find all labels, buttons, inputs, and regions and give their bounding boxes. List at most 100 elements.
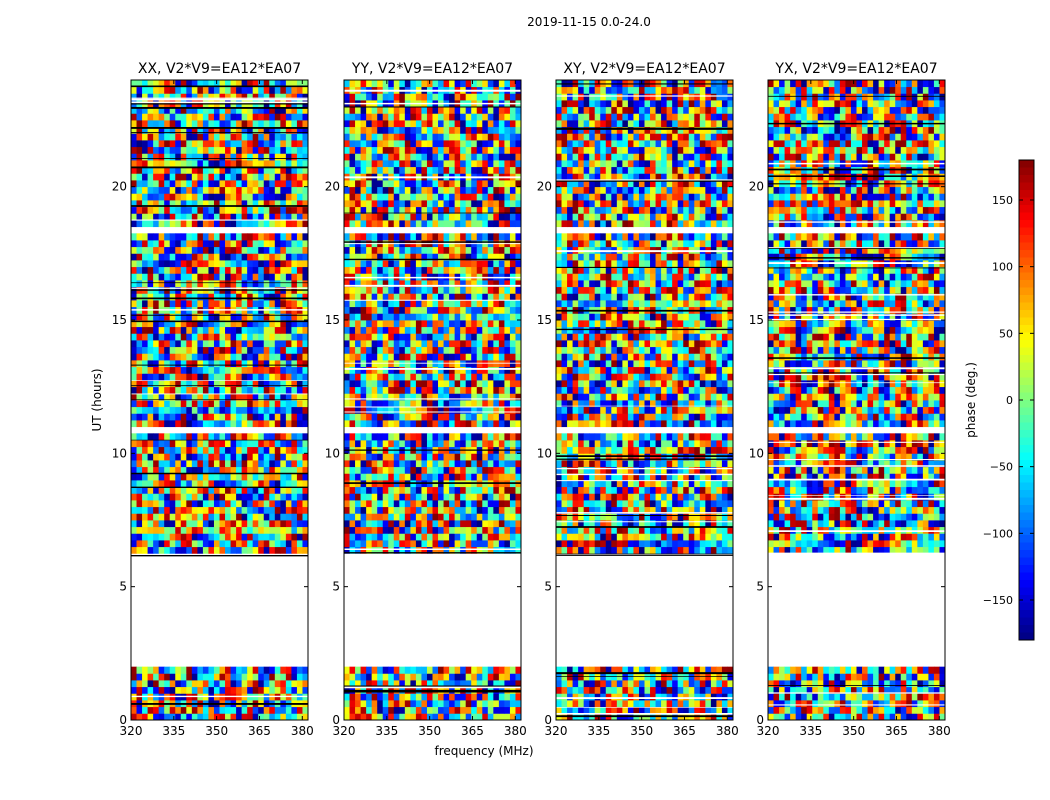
heatmap-cell — [230, 173, 237, 181]
heatmap-cell — [285, 166, 292, 174]
heatmap-cell — [213, 406, 220, 414]
heatmap-cell — [360, 300, 367, 308]
heatmap-cell — [421, 460, 428, 468]
heatmap-cell — [432, 526, 439, 534]
heatmap-cell — [399, 286, 406, 294]
heatmap-cell — [498, 540, 505, 548]
heatmap-cell — [382, 306, 389, 314]
heatmap-cell — [366, 453, 373, 461]
heatmap-cell — [296, 520, 303, 528]
heatmap-cell — [191, 340, 198, 348]
heatmap-cell — [291, 493, 298, 501]
heatmap-cell — [241, 346, 248, 354]
heatmap-cell — [164, 526, 171, 534]
heatmap-cell — [498, 673, 505, 681]
heatmap-cell — [349, 386, 356, 394]
heatmap-cell — [393, 166, 400, 174]
heatmap-cell — [487, 420, 494, 428]
heatmap-cell — [471, 200, 478, 208]
heatmap-cell — [366, 186, 373, 194]
heatmap-cell — [377, 326, 384, 334]
heatmap-cell — [263, 146, 270, 154]
heatmap-cell — [432, 500, 439, 508]
heatmap-cell — [349, 406, 356, 414]
heatmap-cell — [158, 680, 165, 688]
heatmap-cell — [382, 133, 389, 141]
heatmap-cell — [142, 220, 148, 228]
heatmap-cell — [269, 486, 276, 494]
heatmap-cell — [164, 166, 171, 174]
heatmap-cell — [302, 706, 309, 714]
heatmap-cell — [263, 246, 270, 254]
heatmap-cell — [263, 380, 270, 388]
heatmap-cell — [349, 153, 356, 161]
heatmap-cell — [432, 533, 439, 541]
heatmap-cell — [296, 360, 303, 368]
heatmap-cell — [404, 413, 411, 421]
heatmap-cell — [449, 93, 456, 101]
heatmap-cell — [432, 493, 439, 501]
heatmap-cell — [388, 286, 395, 294]
heatmap-cell — [349, 166, 356, 174]
heatmap-cell — [410, 133, 417, 141]
heatmap-cell — [175, 473, 182, 481]
heatmap-cell — [258, 706, 265, 714]
heatmap-cell — [169, 333, 176, 341]
heatmap-cell — [136, 206, 143, 214]
heatmap-cell — [509, 526, 516, 534]
heatmap-cell — [302, 80, 309, 88]
heatmap-cell — [515, 113, 522, 121]
heatmap-cell — [147, 466, 154, 474]
heatmap-cell — [252, 713, 259, 721]
heatmap-cell — [460, 266, 467, 274]
heatmap-cell — [388, 486, 395, 494]
heatmap-cell — [142, 246, 148, 254]
heatmap-cell — [388, 466, 395, 474]
heatmap-cell — [274, 706, 281, 714]
heatmap-cell — [415, 266, 422, 274]
heatmap-cell — [399, 180, 406, 188]
heatmap-cell — [247, 686, 254, 694]
heatmap-cell — [421, 246, 428, 254]
heatmap-cell — [460, 220, 467, 228]
heatmap-cell — [247, 480, 254, 488]
heatmap-cell — [258, 486, 265, 494]
heatmap-cell — [410, 666, 417, 674]
heatmap-cell — [382, 420, 389, 428]
heatmap-cell — [344, 346, 350, 354]
heatmap-cell — [258, 153, 265, 161]
heatmap-cell — [186, 333, 193, 341]
heatmap-cell — [296, 113, 303, 121]
heatmap-cell — [213, 520, 220, 528]
heatmap-cell — [263, 706, 270, 714]
heatmap-cell — [415, 200, 422, 208]
heatmap-cell — [191, 93, 198, 101]
heatmap-cell — [191, 266, 198, 274]
heatmap-cell — [476, 433, 483, 441]
heatmap-cell — [241, 240, 248, 248]
heatmap-cell — [382, 526, 389, 534]
heatmap-cell — [465, 286, 472, 294]
heatmap-cell — [382, 700, 389, 708]
heatmap-cell — [241, 146, 248, 154]
heatmap-cell — [252, 393, 259, 401]
heatmap-cell — [515, 293, 522, 301]
heatmap-cell — [191, 400, 198, 408]
heatmap-cell — [136, 93, 143, 101]
heatmap-cell — [169, 706, 176, 714]
heatmap-cell — [371, 106, 378, 114]
heatmap-cell — [302, 460, 309, 468]
heatmap-cell — [371, 413, 378, 421]
heatmap-cell — [164, 473, 171, 481]
heatmap-cell — [252, 313, 259, 321]
heatmap-cell — [175, 420, 182, 428]
heatmap-cell — [438, 540, 444, 548]
heatmap-cell — [208, 273, 215, 281]
heatmap-cell — [175, 133, 182, 141]
heatmap-cell — [438, 246, 444, 254]
heatmap-cell — [197, 366, 204, 374]
heatmap-cell — [415, 693, 422, 701]
heatmap-cell — [399, 120, 406, 128]
heatmap-cell — [142, 386, 148, 394]
heatmap-cell — [515, 280, 522, 288]
